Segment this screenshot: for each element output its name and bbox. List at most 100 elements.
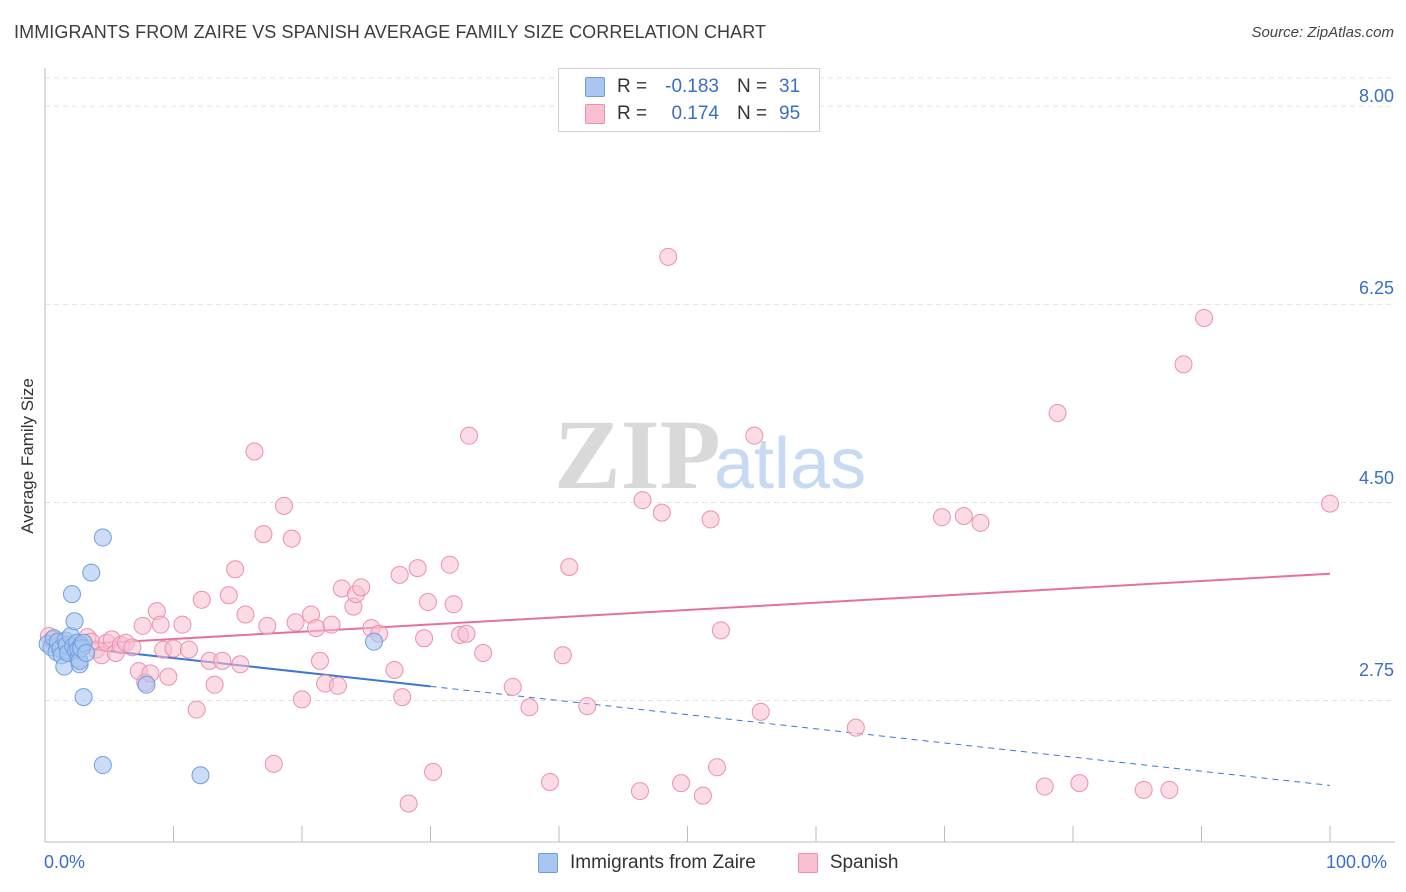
watermark-atlas: atlas bbox=[714, 424, 866, 504]
spanish-point bbox=[213, 651, 232, 670]
legend-label-zaire: Immigrants from Zaire bbox=[570, 852, 756, 873]
spanish-point bbox=[560, 557, 579, 576]
spanish-point bbox=[474, 643, 493, 662]
spanish-point bbox=[745, 426, 764, 445]
spanish-point bbox=[659, 247, 678, 266]
spanish-point bbox=[123, 638, 142, 657]
zaire-point bbox=[364, 632, 383, 651]
spanish-point bbox=[520, 698, 539, 717]
spanish-point bbox=[408, 559, 427, 578]
y-tick-label: 2.75 bbox=[1358, 660, 1394, 680]
spanish-point bbox=[151, 615, 170, 634]
spanish-point bbox=[192, 590, 211, 609]
r-label: R = bbox=[617, 76, 648, 97]
n-value: 31 bbox=[779, 76, 801, 97]
spanish-point bbox=[1070, 774, 1089, 793]
spanish-point bbox=[245, 442, 264, 461]
spanish-point bbox=[231, 655, 250, 674]
y-tick-label: 6.25 bbox=[1358, 278, 1394, 298]
series-legend: Immigrants from Zaire Spanish bbox=[538, 852, 940, 874]
spanish-point bbox=[179, 640, 198, 659]
y-axis-title: Average Family Size bbox=[18, 378, 37, 534]
r-value: -0.183 bbox=[665, 76, 719, 97]
spanish-point bbox=[444, 595, 463, 614]
spanish-point bbox=[418, 593, 437, 612]
legend-item-spanish[interactable]: Spanish bbox=[797, 852, 898, 874]
spanish-point bbox=[187, 700, 206, 719]
legend-swatch-spanish bbox=[797, 853, 818, 873]
spanish-point bbox=[693, 786, 712, 805]
r-label: R = bbox=[617, 103, 648, 124]
spanish-point bbox=[282, 529, 301, 548]
zaire-point bbox=[137, 675, 156, 694]
spanish-point bbox=[393, 688, 412, 707]
correlation-legend: R = -0.183 N = 31 R = 0.174 N = 95 bbox=[558, 68, 820, 132]
legend-swatch-zaire bbox=[585, 77, 605, 97]
legend-swatch-zaire bbox=[538, 853, 558, 873]
spanish-point bbox=[159, 667, 178, 686]
zaire-points bbox=[38, 528, 383, 785]
n-value: 95 bbox=[779, 103, 801, 124]
r-value: 0.174 bbox=[671, 103, 719, 124]
axes bbox=[44, 68, 1395, 843]
spanish-point bbox=[751, 702, 770, 721]
zaire-point bbox=[74, 688, 93, 707]
spanish-point bbox=[399, 794, 418, 813]
spanish-points bbox=[39, 247, 1339, 813]
spanish-point bbox=[1160, 780, 1179, 799]
source-label: Source: ZipAtlas.com bbox=[1251, 24, 1394, 41]
spanish-point bbox=[1195, 308, 1214, 327]
spanish-point bbox=[258, 616, 277, 635]
spanish-point bbox=[503, 677, 522, 696]
spanish-point bbox=[954, 507, 973, 526]
n-label: N = bbox=[737, 103, 768, 124]
y-tick-label: 8.00 bbox=[1358, 86, 1394, 106]
trend-lines bbox=[44, 572, 1331, 786]
spanish-point bbox=[440, 555, 459, 574]
legend-item-zaire[interactable]: Immigrants from Zaire bbox=[538, 852, 756, 874]
spanish-point bbox=[701, 510, 720, 529]
x-tick-label-min: 0.0% bbox=[44, 852, 86, 872]
spanish-trend-line bbox=[44, 572, 1331, 648]
spanish-point bbox=[971, 513, 990, 532]
spanish-point bbox=[390, 565, 409, 584]
spanish-point bbox=[293, 690, 311, 709]
spanish-point bbox=[307, 619, 326, 638]
spanish-point bbox=[275, 496, 294, 515]
spanish-point bbox=[578, 697, 597, 716]
spanish-point bbox=[553, 646, 572, 665]
spanish-point bbox=[672, 774, 691, 793]
spanish-point bbox=[932, 508, 951, 527]
spanish-point bbox=[352, 578, 371, 597]
n-label: N = bbox=[737, 76, 768, 97]
zaire-point bbox=[77, 643, 96, 662]
zaire-point bbox=[65, 612, 84, 631]
spanish-point bbox=[219, 586, 238, 605]
zaire-point bbox=[93, 756, 112, 775]
spanish-point bbox=[254, 525, 273, 544]
spanish-point bbox=[286, 613, 305, 632]
spanish-point bbox=[541, 773, 560, 792]
zaire-point bbox=[82, 563, 101, 582]
spanish-point bbox=[310, 651, 329, 670]
y-tick-label: 4.50 bbox=[1358, 468, 1394, 488]
zaire-point bbox=[191, 766, 210, 785]
spanish-point bbox=[708, 758, 727, 777]
spanish-point bbox=[457, 624, 476, 643]
chart-title: IMMIGRANTS FROM ZAIRE VS SPANISH AVERAGE… bbox=[14, 22, 767, 42]
zaire-point bbox=[93, 528, 112, 547]
spanish-point bbox=[236, 605, 255, 624]
spanish-point bbox=[711, 621, 730, 640]
spanish-point bbox=[264, 754, 283, 773]
spanish-point bbox=[173, 615, 192, 634]
legend-swatch-spanish bbox=[585, 104, 605, 124]
spanish-point bbox=[630, 782, 649, 801]
spanish-point bbox=[322, 615, 341, 634]
spanish-point bbox=[846, 718, 865, 737]
watermark: ZIP atlas bbox=[554, 399, 866, 510]
spanish-point bbox=[385, 660, 404, 679]
spanish-point bbox=[633, 491, 652, 510]
spanish-point bbox=[652, 503, 671, 522]
legend-row-zaire: R = -0.183 N = 31 bbox=[585, 74, 800, 100]
